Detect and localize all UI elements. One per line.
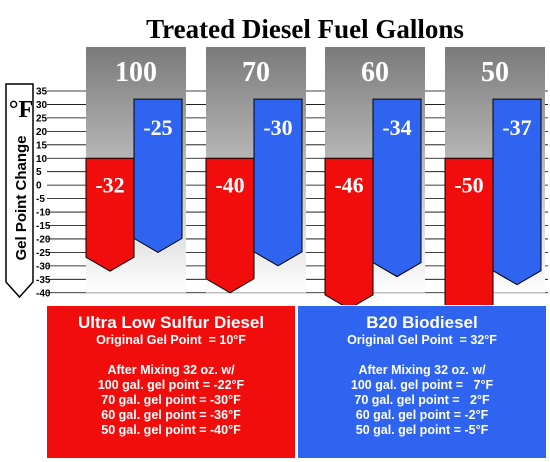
ulsd-row-50: 50 gal. gel point = -40°F [101, 423, 241, 437]
y-tick-label: 30 [36, 100, 48, 111]
ulsd-panel-title: Ultra Low Sulfur Diesel [77, 313, 265, 332]
y-tick-label: -10 [36, 208, 51, 219]
y-axis-label: Gel Point Change [13, 135, 30, 260]
b20-bar-label: -30 [263, 115, 292, 140]
b20-bar [372, 98, 422, 278]
ulsd-after-mixing: After Mixing 32 oz. w/ [107, 363, 235, 377]
y-tick-label: -20 [36, 234, 51, 245]
ulsd-bar [324, 157, 374, 305]
y-axis-arrow [5, 83, 34, 299]
ulsd-bar [85, 157, 135, 272]
b20-bar [253, 98, 303, 267]
b20-row-70: 70 gal. gel point = 2°F [354, 393, 490, 407]
y-tick-label: -15 [36, 221, 51, 232]
b20-bar-label: -25 [143, 115, 172, 140]
b20-row-50: 50 gal. gel point = -5°F [355, 423, 489, 437]
b20-panel-title: B20 Biodiesel [366, 313, 478, 332]
y-tick-label: 5 [36, 167, 42, 178]
ulsd-original-gel-point: Original Gel Point = 10°F [96, 333, 246, 347]
ulsd-row-70: 70 gal. gel point = -30°F [101, 393, 241, 407]
y-tick-label: -40 [36, 288, 51, 299]
y-tick-label: 35 [36, 87, 48, 98]
b20-row-100: 100 gal. gel point = 7°F [350, 378, 494, 392]
gel-point-chart: Treated Diesel Fuel Gallons °F Gel Point… [5, 14, 548, 305]
category-label: 70 [242, 57, 270, 88]
y-tick-label: -30 [36, 261, 51, 272]
y-tick-label: 15 [36, 140, 48, 151]
y-tick-label: 20 [36, 127, 48, 138]
b20-bar [133, 98, 183, 253]
ulsd-bar-label: -50 [454, 172, 483, 197]
b20-original-gel-point: Original Gel Point = 32°F [347, 333, 497, 347]
category-label: 100 [115, 57, 157, 88]
y-tick-label: -5 [36, 194, 45, 205]
b20-bar-label: -34 [382, 115, 411, 140]
ulsd-bar-label: -46 [334, 172, 363, 197]
b20-after-mixing: After Mixing 32 oz. w/ [358, 363, 486, 377]
ulsd-bar-label: -40 [215, 172, 244, 197]
ulsd-bar-label: -32 [95, 172, 124, 197]
y-tick-label: 25 [36, 113, 48, 124]
b20-bar-label: -37 [502, 115, 531, 140]
ulsd-info-panel: Ultra Low Sulfur Diesel Original Gel Poi… [47, 306, 295, 458]
ulsd-row-60: 60 gal. gel point = -36°F [101, 408, 241, 422]
b20-row-60: 60 gal. gel point = -2°F [355, 408, 489, 422]
category-label: 60 [361, 57, 389, 88]
y-tick-label: -25 [36, 248, 51, 259]
chart-title: Treated Diesel Fuel Gallons [146, 14, 464, 44]
ulsd-row-100: 100 gal. gel point = -22°F [97, 378, 245, 392]
y-axis-unit: °F [9, 97, 33, 123]
y-tick-label: 0 [36, 181, 42, 192]
ulsd-bar [444, 157, 494, 305]
y-tick-label: -35 [36, 275, 51, 286]
y-tick-label: 10 [36, 154, 48, 165]
b20-bar [492, 98, 542, 286]
ulsd-bar [205, 157, 255, 294]
b20-info-panel: B20 Biodiesel Original Gel Point = 32°F … [298, 306, 546, 458]
category-label: 50 [481, 57, 509, 88]
